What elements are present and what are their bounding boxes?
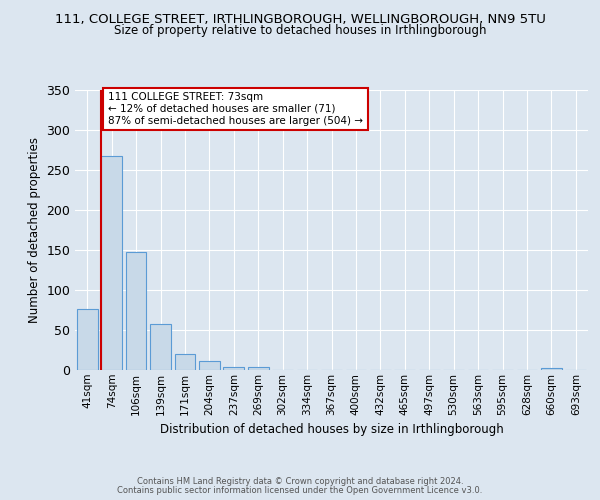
Text: Size of property relative to detached houses in Irthlingborough: Size of property relative to detached ho…	[114, 24, 486, 37]
Text: Contains HM Land Registry data © Crown copyright and database right 2024.: Contains HM Land Registry data © Crown c…	[137, 477, 463, 486]
Bar	[248, 367, 269, 370]
Bar	[125, 252, 146, 370]
Bar	[541, 368, 562, 370]
Bar	[101, 156, 122, 370]
Text: Contains public sector information licensed under the Open Government Licence v3: Contains public sector information licen…	[118, 486, 482, 495]
Text: 111, COLLEGE STREET, IRTHLINGBOROUGH, WELLINGBOROUGH, NN9 5TU: 111, COLLEGE STREET, IRTHLINGBOROUGH, WE…	[55, 12, 545, 26]
Bar	[150, 324, 171, 370]
Bar	[199, 361, 220, 370]
Text: 111 COLLEGE STREET: 73sqm
← 12% of detached houses are smaller (71)
87% of semi-: 111 COLLEGE STREET: 73sqm ← 12% of detac…	[108, 92, 363, 126]
Y-axis label: Number of detached properties: Number of detached properties	[28, 137, 41, 323]
Bar	[223, 367, 244, 370]
X-axis label: Distribution of detached houses by size in Irthlingborough: Distribution of detached houses by size …	[160, 423, 503, 436]
Bar	[175, 354, 196, 370]
Bar	[77, 309, 98, 370]
